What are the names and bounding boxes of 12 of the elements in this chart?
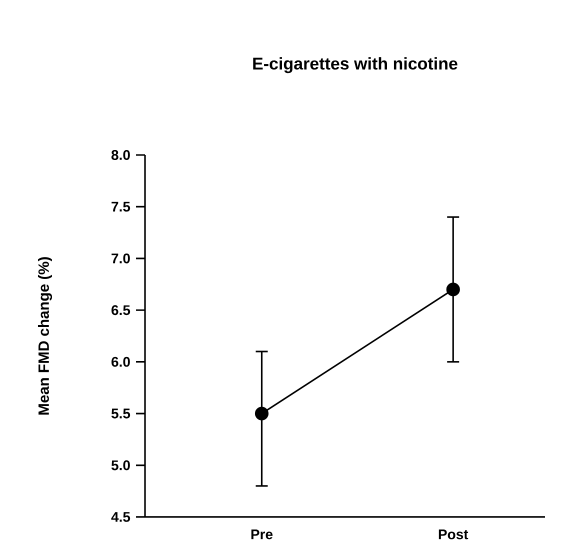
y-axis-title: Mean FMD change (%) bbox=[38, 257, 52, 415]
x-tick-label: Pre bbox=[251, 530, 273, 540]
y-tick-label: 7.5 bbox=[112, 202, 130, 212]
y-tick-label: 6.0 bbox=[112, 356, 130, 367]
y-tick-label: 8.0 bbox=[111, 150, 130, 160]
chart-title: E-cigarettes with nicotine bbox=[253, 57, 458, 74]
y-tick-label: 5.5 bbox=[111, 408, 130, 418]
y-tick-label: 4.5 bbox=[111, 512, 130, 522]
y-tick-label: 7.0 bbox=[112, 253, 130, 264]
y-tick-label: 5.0 bbox=[111, 460, 130, 470]
x-tick-label: Post bbox=[438, 530, 468, 540]
y-tick-label: 6.5 bbox=[112, 305, 130, 316]
